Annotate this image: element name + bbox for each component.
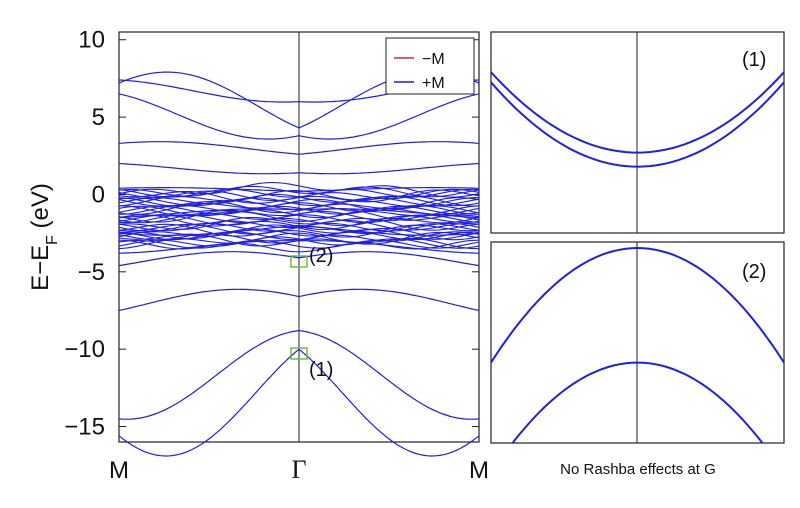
legend: −M +M xyxy=(385,37,475,95)
marker-box-2 xyxy=(290,255,308,268)
legend-box xyxy=(385,37,475,95)
band-line xyxy=(298,93,480,140)
zoom-curve-inner-a xyxy=(511,361,764,443)
marker-box-1 xyxy=(290,347,308,360)
band-line xyxy=(118,71,300,129)
band-line xyxy=(298,251,480,267)
zoom-panel-2-label: (2) xyxy=(742,261,766,283)
band-line xyxy=(298,288,480,312)
band-line xyxy=(118,187,300,192)
zoom-panel-1-curves xyxy=(491,71,784,168)
band-line xyxy=(118,93,300,140)
band-line xyxy=(118,330,300,420)
main-yticks: 10 5 0 −5 −10 −15 xyxy=(64,27,479,441)
band-line-dense xyxy=(118,231,480,247)
band-line xyxy=(298,141,480,155)
band-line xyxy=(118,208,300,219)
band-line xyxy=(118,251,300,267)
y-tick-label: 0 xyxy=(92,181,105,208)
band-line-dense xyxy=(118,214,480,224)
caption: No Rashba effects at G xyxy=(560,461,716,478)
band-line-dense xyxy=(118,185,480,198)
y-axis-label-sub: F xyxy=(44,235,61,245)
zoom-curve-outer-a xyxy=(491,246,784,364)
zoom-curve-lower xyxy=(491,71,784,154)
y-tick-label: −5 xyxy=(78,259,105,286)
y-axis-label-unit: (eV) xyxy=(27,183,54,235)
band-line-dense xyxy=(118,214,480,227)
band-line xyxy=(118,141,300,155)
band-line-dense xyxy=(118,198,480,215)
zoom-curve-upper xyxy=(491,81,784,168)
marker-label-1: (1) xyxy=(309,359,333,381)
y-tick-label: −10 xyxy=(64,336,105,363)
band-line-dense xyxy=(118,197,480,214)
band-line-dense xyxy=(118,232,479,250)
band-line xyxy=(118,348,300,457)
band-line-dense xyxy=(118,239,480,253)
band-line-dense xyxy=(118,189,480,204)
band-line-dense xyxy=(118,202,480,215)
band-line xyxy=(118,288,300,312)
band-line-dense xyxy=(118,223,480,238)
y-axis-label: E−EF (eV) xyxy=(27,183,61,291)
zoom-panel-1-label: (1) xyxy=(742,49,766,71)
x-tick-m-right: M xyxy=(469,457,489,484)
y-axis-label-main: E−E xyxy=(27,245,54,291)
y-tick-label: 10 xyxy=(78,27,105,54)
band-line-dense xyxy=(118,236,480,249)
x-tick-m-left: M xyxy=(109,457,129,484)
legend-label-plus-m: +M xyxy=(422,75,445,92)
marker-label-2: (2) xyxy=(309,245,333,267)
zoom-panel-2-curves xyxy=(491,246,784,443)
band-line-dense xyxy=(118,193,480,207)
y-tick-label: −15 xyxy=(64,414,105,441)
y-tick-label: 5 xyxy=(92,104,105,131)
band-line xyxy=(118,162,300,175)
band-line xyxy=(298,348,480,457)
band-line xyxy=(298,330,480,420)
x-tick-gamma: Γ xyxy=(291,455,306,484)
legend-label-minus-m: −M xyxy=(422,51,445,68)
band-line xyxy=(118,79,300,103)
band-line xyxy=(298,162,480,175)
band-line-dense xyxy=(118,205,480,215)
band-line-dense xyxy=(118,190,480,207)
band-line-dense xyxy=(118,224,480,241)
band-line-dense xyxy=(118,239,480,249)
